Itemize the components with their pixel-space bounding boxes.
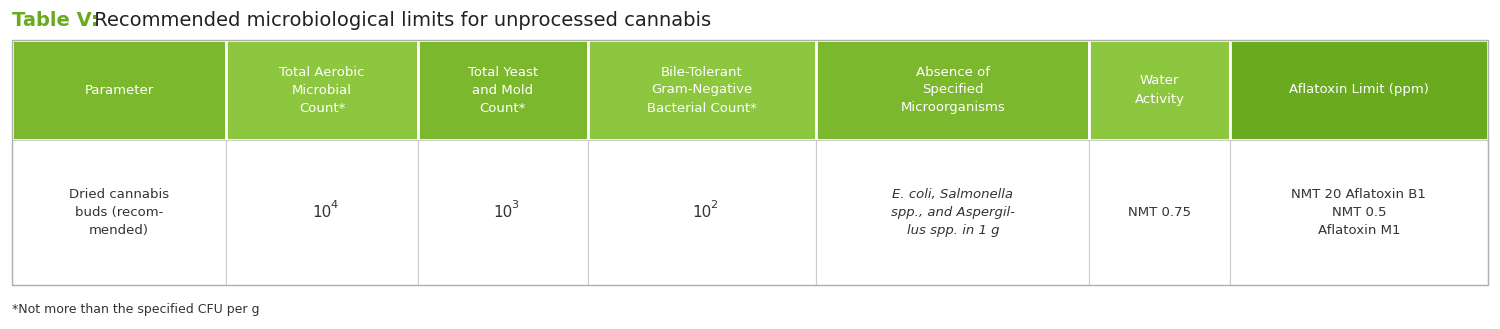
Text: Table V:: Table V: bbox=[12, 12, 99, 31]
Bar bbox=[226, 140, 419, 285]
Bar bbox=[12, 40, 1488, 285]
Text: 10: 10 bbox=[494, 205, 513, 220]
Bar bbox=[1089, 140, 1230, 285]
Bar bbox=[419, 40, 588, 140]
Text: E. coli, Salmonella
spp., and Aspergil-
lus spp. in 1 g: E. coli, Salmonella spp., and Aspergil- … bbox=[891, 188, 1016, 237]
Text: Total Yeast
and Mold
Count*: Total Yeast and Mold Count* bbox=[468, 65, 538, 114]
Text: Absence of
Specified
Microorganisms: Absence of Specified Microorganisms bbox=[900, 65, 1005, 114]
Bar bbox=[1230, 40, 1488, 140]
Text: NMT 0.75: NMT 0.75 bbox=[1128, 206, 1191, 219]
Bar bbox=[588, 140, 816, 285]
Bar bbox=[588, 40, 816, 140]
Bar bbox=[1089, 40, 1230, 140]
Bar bbox=[419, 140, 588, 285]
Text: NMT 20 Aflatoxin B1
NMT 0.5
Aflatoxin M1: NMT 20 Aflatoxin B1 NMT 0.5 Aflatoxin M1 bbox=[1292, 188, 1426, 237]
Text: 10: 10 bbox=[312, 205, 332, 220]
Text: Dried cannabis
buds (recom-
mended): Dried cannabis buds (recom- mended) bbox=[69, 188, 170, 237]
Text: 2: 2 bbox=[710, 199, 717, 210]
Text: Aflatoxin Limit (ppm): Aflatoxin Limit (ppm) bbox=[1288, 84, 1430, 96]
Text: 4: 4 bbox=[330, 199, 338, 210]
Bar bbox=[12, 140, 226, 285]
Bar bbox=[816, 140, 1089, 285]
Text: *Not more than the specified CFU per g: *Not more than the specified CFU per g bbox=[12, 303, 260, 316]
Text: 10: 10 bbox=[693, 205, 711, 220]
Text: Parameter: Parameter bbox=[84, 84, 153, 96]
Bar bbox=[1230, 140, 1488, 285]
Text: Water
Activity: Water Activity bbox=[1134, 74, 1185, 106]
Text: 3: 3 bbox=[512, 199, 518, 210]
Bar bbox=[12, 40, 226, 140]
Text: Bile-Tolerant
Gram-Negative
Bacterial Count*: Bile-Tolerant Gram-Negative Bacterial Co… bbox=[646, 65, 758, 114]
Bar bbox=[816, 40, 1089, 140]
Text: Recommended microbiological limits for unprocessed cannabis: Recommended microbiological limits for u… bbox=[88, 12, 711, 31]
Bar bbox=[226, 40, 419, 140]
Text: Total Aerobic
Microbial
Count*: Total Aerobic Microbial Count* bbox=[279, 65, 364, 114]
